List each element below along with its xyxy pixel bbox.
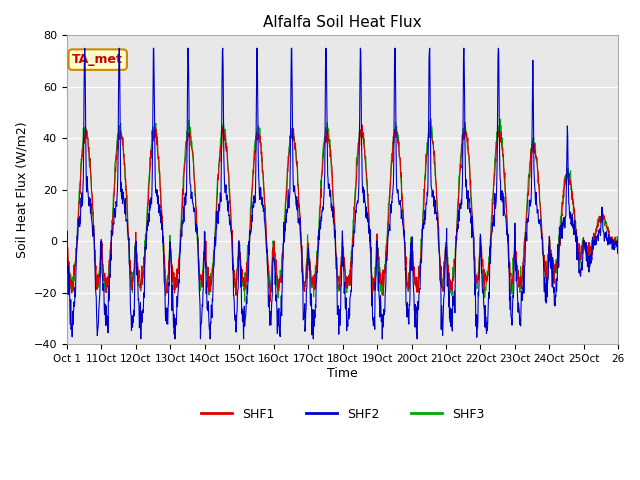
SHF1: [266, 299, 274, 305]
SHF1: [474, 279, 481, 285]
SHF2: [137, 336, 145, 342]
SHF3: [608, 240, 616, 245]
SHF2: [81, 45, 88, 51]
SHF1: [614, 242, 622, 248]
SHF3: [427, 116, 435, 121]
SHF2: [474, 313, 481, 319]
SHF3: [241, 299, 248, 304]
SHF1: [554, 255, 562, 261]
SHF2: [319, 208, 326, 214]
SHF2: [614, 239, 622, 245]
SHF1: [149, 138, 157, 144]
Line: SHF3: SHF3: [67, 119, 618, 301]
SHF3: [149, 128, 157, 134]
SHF1: [608, 234, 616, 240]
Title: Alfalfa Soil Heat Flux: Alfalfa Soil Heat Flux: [263, 15, 422, 30]
X-axis label: Time: Time: [327, 367, 358, 380]
Line: SHF1: SHF1: [67, 125, 618, 302]
SHF1: [318, 174, 326, 180]
SHF2: [150, 45, 157, 51]
Legend: SHF1, SHF2, SHF3: SHF1, SHF2, SHF3: [196, 403, 489, 426]
SHF3: [318, 168, 326, 174]
Y-axis label: Soil Heat Flux (W/m2): Soil Heat Flux (W/m2): [15, 121, 28, 258]
SHF3: [614, 237, 622, 242]
SHF3: [554, 245, 562, 251]
SHF3: [63, 246, 70, 252]
SHF1: [358, 122, 366, 128]
SHF3: [328, 182, 336, 188]
SHF1: [328, 172, 336, 178]
SHF2: [329, 214, 337, 220]
SHF1: [63, 230, 70, 236]
SHF2: [554, 265, 562, 271]
Line: SHF2: SHF2: [67, 48, 618, 339]
SHF3: [474, 285, 481, 291]
SHF2: [63, 239, 70, 244]
Text: TA_met: TA_met: [72, 53, 123, 66]
SHF2: [608, 238, 616, 244]
